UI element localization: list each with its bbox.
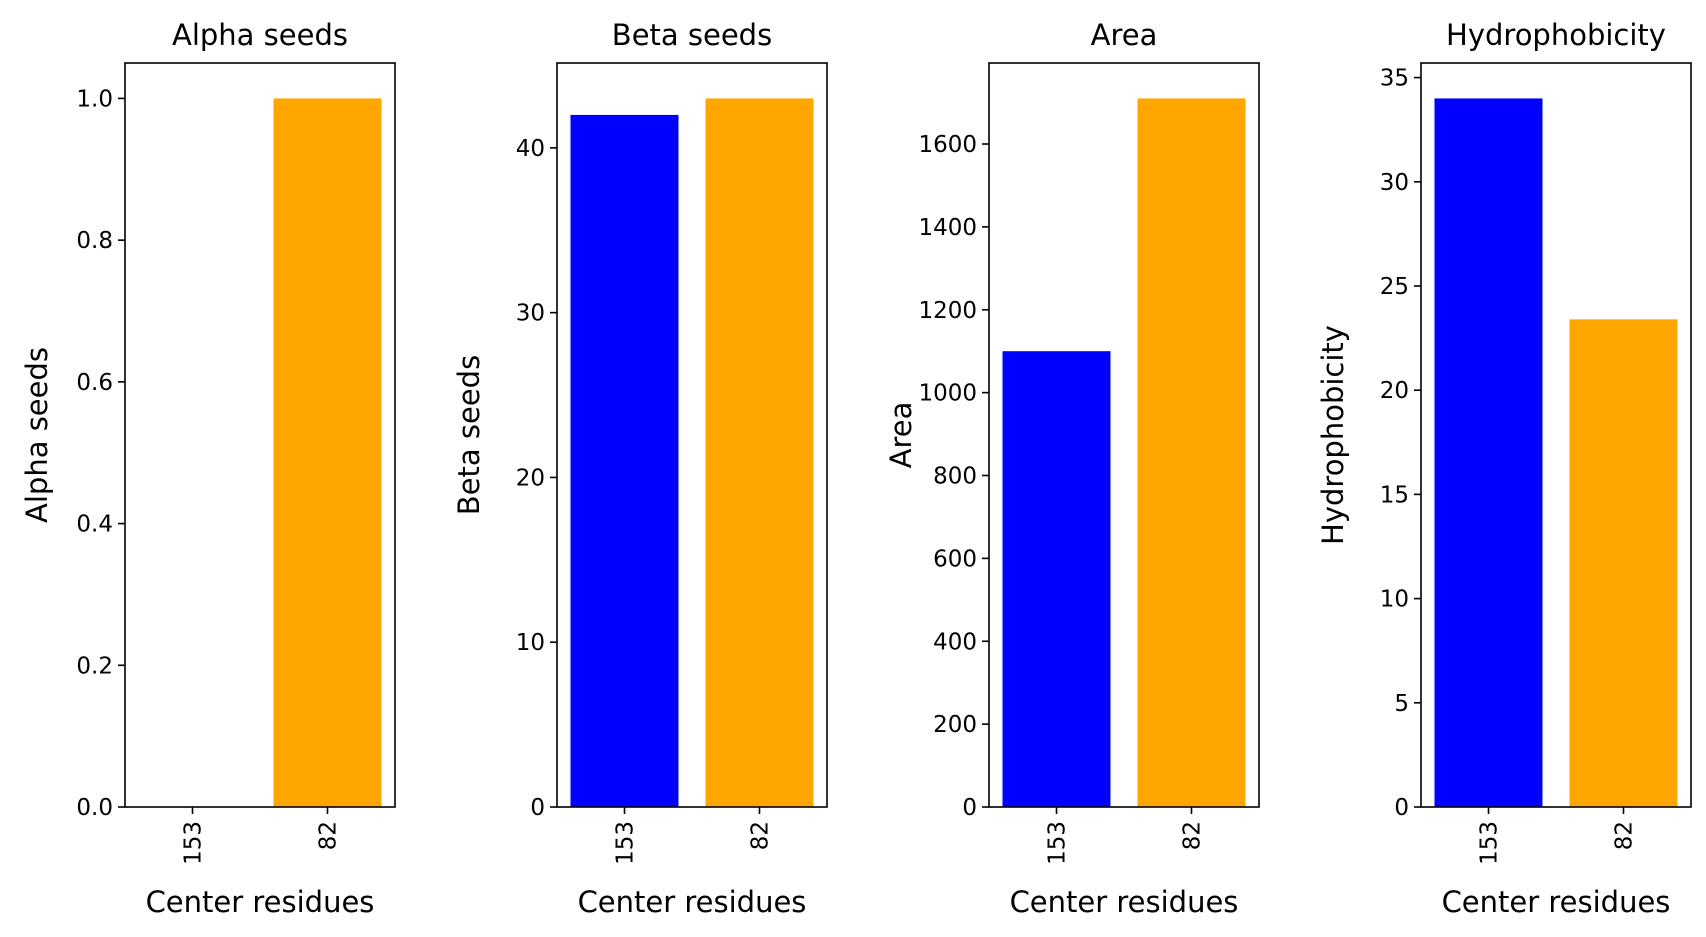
y-tick-label: 1400: [918, 215, 977, 241]
bar-153: [1434, 98, 1543, 808]
y-tick-label: 0.4: [76, 512, 113, 538]
y-tick-label: 0.0: [76, 795, 113, 821]
x-axis-label: Center residues: [1010, 885, 1239, 919]
y-tick-label: 800: [933, 464, 977, 490]
subplot-title: Hydrophobicity: [1446, 18, 1666, 52]
subplot-title: Alpha seeds: [172, 18, 348, 52]
subplot-2: 0 10 20 30 40 153 82 Beta seeds Center residues B…: [452, 18, 828, 919]
y-tick-label: 1600: [918, 132, 977, 158]
y-tick-label: 30: [516, 301, 545, 327]
x-tick-label: 82: [1180, 821, 1206, 850]
x-tick-label: 82: [316, 821, 342, 850]
y-tick-label: 15: [1380, 482, 1409, 508]
y-tick-label: 0.6: [76, 370, 113, 396]
y-tick-label: 25: [1380, 274, 1409, 300]
x-tick-label: 153: [181, 821, 207, 865]
bar-82: [273, 98, 382, 808]
y-tick-label: 10: [516, 630, 545, 656]
x-axis-label: Center residues: [146, 885, 375, 919]
y-tick-label: 35: [1380, 66, 1409, 92]
axes-frame: [124, 62, 396, 808]
x-tick-label: 82: [748, 821, 774, 850]
y-tick-label: 0: [530, 795, 545, 821]
y-tick-label: 0.8: [76, 228, 113, 254]
bar-82: [1569, 319, 1678, 807]
x-axis-label: Center residues: [1442, 885, 1671, 919]
subplot-title: Beta seeds: [612, 18, 772, 52]
y-tick-label: 5: [1394, 691, 1409, 717]
y-axis-label: Beta seeds: [452, 355, 486, 515]
y-tick-label: 30: [1380, 170, 1409, 196]
y-tick-label: 1.0: [76, 86, 113, 112]
bar-153: [570, 114, 679, 807]
y-tick-label: 600: [933, 546, 977, 572]
bar-82: [1137, 98, 1246, 808]
subplot-3: 0 200 400 600 800 1000 1200 1400 1600 153 82 Area Ce…: [884, 18, 1260, 919]
y-tick-label: 0: [962, 795, 977, 821]
y-axis-label: Hydrophobicity: [1316, 325, 1350, 545]
y-tick-label: 400: [933, 629, 977, 655]
y-tick-label: 20: [516, 465, 545, 491]
subplot-4: 0 5 10 15 20 25 30 35 153 82 Hydrophobicity Center …: [1316, 18, 1692, 919]
axes-frame: [988, 62, 1260, 808]
subplot-title: Area: [1091, 18, 1158, 52]
axes-frame: [1420, 62, 1692, 808]
y-tick-label: 1200: [918, 298, 977, 324]
y-tick-label: 0.2: [76, 653, 113, 679]
y-tick-label: 200: [933, 712, 977, 738]
x-tick-label: 153: [613, 821, 639, 865]
subplot-1: 0.0 0.2 0.4 0.6 0.8 1.0 153 82 Alpha seeds Center…: [20, 18, 396, 919]
axes-frame: [556, 62, 828, 808]
y-axis-label: Area: [884, 402, 918, 469]
bar-153: [1002, 351, 1111, 807]
y-tick-label: 40: [516, 136, 545, 162]
y-tick-label: 0: [1394, 795, 1409, 821]
x-axis-label: Center residues: [578, 885, 807, 919]
y-tick-label: 20: [1380, 378, 1409, 404]
x-tick-label: 153: [1477, 821, 1503, 865]
y-tick-label: 10: [1380, 587, 1409, 613]
y-tick-label: 1000: [918, 381, 977, 407]
y-axis-label: Alpha seeds: [20, 347, 54, 523]
x-tick-label: 153: [1045, 821, 1071, 865]
bar-82: [705, 98, 814, 808]
x-tick-label: 82: [1612, 821, 1638, 850]
